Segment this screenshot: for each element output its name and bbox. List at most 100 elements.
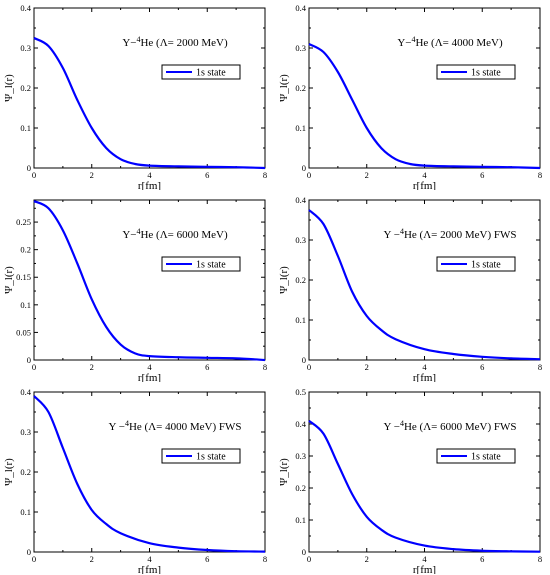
x-tick-label: 4 — [147, 362, 152, 372]
annotation-suffix: He (Λ= 2000 MeV) — [140, 37, 228, 49]
x-axis-label: r[fm] — [138, 564, 161, 574]
x-tick-label: 8 — [538, 554, 542, 564]
legend-label: 1s state — [471, 452, 501, 463]
annotation-superscript: 4 — [411, 35, 415, 44]
legend-box — [161, 256, 241, 272]
annotation-superscript: 4 — [125, 419, 129, 428]
x-tick-label: 6 — [205, 170, 209, 180]
y-tick-label: 0.4 — [295, 195, 306, 205]
annotation-suffix: He (Λ= 6000 MeV) — [140, 229, 228, 241]
chart-panel-3: 0 2 4 6 8 0 0.05 0.1 0.15 0.2 0.25 r[fm] Ψ_l(r) Y−4He… — [0, 192, 275, 382]
annotation-suffix: He (Λ= 6000 MeV) FWS — [404, 421, 517, 433]
x-tick-label: 4 — [422, 554, 427, 564]
legend-label: 1s state — [196, 68, 226, 79]
y-tick-label: 0.1 — [295, 315, 306, 325]
x-tick-label: 4 — [422, 362, 427, 372]
y-tick-label: 0.3 — [295, 235, 306, 245]
legend-box — [436, 64, 516, 80]
y-tick-label: 0.4 — [20, 3, 31, 13]
x-tick-label: 8 — [263, 554, 267, 564]
y-tick-label: 0.4 — [20, 387, 31, 397]
x-tick-label: 6 — [480, 362, 484, 372]
legend-box — [161, 64, 241, 80]
series-line-1s-state — [33, 395, 266, 553]
annotation-superscript: 4 — [136, 35, 140, 44]
series-line-1s-state — [308, 209, 541, 361]
annotation-superscript: 4 — [136, 227, 140, 236]
y-axis-label: Ψ_l(r) — [3, 74, 15, 102]
x-tick-label: 4 — [422, 170, 427, 180]
y-tick-label: 0.1 — [20, 507, 31, 517]
chart-svg: 0 2 4 6 800.10.20.30.4r[fm]Ψ_l(r)Y−4He (Λ= 2… — [3, 3, 267, 190]
y-tick-label: 0.3 — [20, 43, 31, 53]
y-tick-label: 0.3 — [295, 451, 306, 461]
legend-label: 1s state — [196, 452, 226, 463]
y-axis-label: Ψ_l(r) — [278, 74, 290, 102]
y-tick-label: 0.2 — [295, 275, 306, 285]
chart-annotation: Y−4He (Λ= 2000 MeV) — [122, 35, 228, 49]
y-tick-label: 0.1 — [20, 123, 31, 133]
chart-annotation: Y−4He (Λ= 6000 MeV) — [122, 227, 228, 241]
chart-panel-4: 0 2 4 6 8 0 0.1 0.2 0.3 0.4 r[fm] Ψ_l(r) Y −4He (Λ= … — [275, 192, 550, 382]
legend-box — [436, 448, 516, 464]
x-tick-label: 0 — [32, 554, 36, 564]
y-tick-label: 0.25 — [16, 217, 31, 227]
x-tick-label: 2 — [90, 170, 94, 180]
annotation-suffix: He (Λ= 4000 MeV) — [415, 37, 503, 49]
annotation-prefix: Y− — [122, 37, 136, 49]
chart-annotation: Y −4He (Λ= 6000 MeV) FWS — [383, 419, 516, 433]
annotation-prefix: Y − — [383, 229, 400, 241]
x-tick-label: 2 — [365, 170, 369, 180]
plot-frame — [33, 7, 266, 169]
x-tick-label: 8 — [538, 170, 542, 180]
x-tick-label: 4 — [147, 554, 152, 564]
x-tick-label: 0 — [307, 170, 311, 180]
annotation-prefix: Y− — [397, 37, 411, 49]
y-axis-label: Ψ_l(r) — [3, 458, 15, 486]
x-tick-label: 2 — [90, 362, 94, 372]
x-axis-label: r[fm] — [138, 180, 161, 190]
annotation-suffix: He (Λ= 4000 MeV) FWS — [129, 421, 242, 433]
y-axis-label: Ψ_l(r) — [278, 266, 290, 294]
legend-box — [161, 448, 241, 464]
x-tick-label: 2 — [365, 554, 369, 564]
x-tick-label: 2 — [365, 362, 369, 372]
chart-panel-6: 0 2 4 6 8 0 0.1 0.2 0.3 0.4 0.5 r[fm] Ψ_l(r) Y −4He (… — [275, 384, 550, 574]
series-line-1s-state — [308, 43, 541, 170]
legend-label: 1s state — [471, 68, 501, 79]
annotation-superscript: 4 — [400, 227, 404, 236]
y-axis-label: Ψ_l(r) — [3, 266, 15, 294]
chart-annotation: Y−4He (Λ= 4000 MeV) — [397, 35, 503, 49]
y-tick-label: 0.05 — [16, 327, 31, 337]
x-tick-label: 8 — [263, 362, 267, 372]
x-tick-label: 8 — [538, 362, 542, 372]
chart-annotation: Y −4He (Λ= 2000 MeV) FWS — [383, 227, 516, 241]
x-tick-label: 6 — [480, 554, 484, 564]
x-tick-label: 6 — [205, 554, 209, 564]
x-tick-label: 0 — [307, 554, 311, 564]
annotation-prefix: Y − — [383, 421, 400, 433]
chart-panel-2: 0 2 4 6 8 0 0.1 0.2 0.3 0.4 r[fm] Ψ_l(r) Y−4He (Λ= 4… — [275, 0, 550, 190]
plot-frame — [308, 391, 541, 553]
x-tick-label: 4 — [147, 170, 152, 180]
x-tick-label: 6 — [480, 170, 484, 180]
y-tick-label: 0.5 — [295, 387, 306, 397]
y-tick-label: 0 — [302, 163, 306, 173]
annotation-suffix: He (Λ= 2000 MeV) FWS — [404, 229, 517, 241]
annotation-superscript: 4 — [400, 419, 404, 428]
x-axis-label: r[fm] — [413, 564, 436, 574]
annotation-prefix: Y − — [108, 421, 125, 433]
y-tick-label: 0.2 — [20, 83, 31, 93]
y-tick-label: 0 — [27, 355, 31, 365]
y-tick-label: 0.1 — [20, 300, 31, 310]
y-tick-label: 0 — [302, 355, 306, 365]
y-tick-label: 0.4 — [295, 3, 306, 13]
x-tick-label: 8 — [263, 170, 267, 180]
legend-label: 1s state — [471, 260, 501, 271]
annotation-prefix: Y− — [122, 229, 136, 241]
y-tick-label: 0.1 — [295, 123, 306, 133]
plot-frame — [33, 391, 266, 553]
chart-panel-5: 0 2 4 6 8 0 0.1 0.2 0.3 0.4 r[fm] Ψ_l(r) Y −4He (Λ= … — [0, 384, 275, 574]
chart-svg: 0 2 4 6 800.10.20.30.40.5r[fm]Ψ_l(r)Y −4He (… — [278, 387, 542, 574]
x-axis-label: r[fm] — [413, 180, 436, 190]
